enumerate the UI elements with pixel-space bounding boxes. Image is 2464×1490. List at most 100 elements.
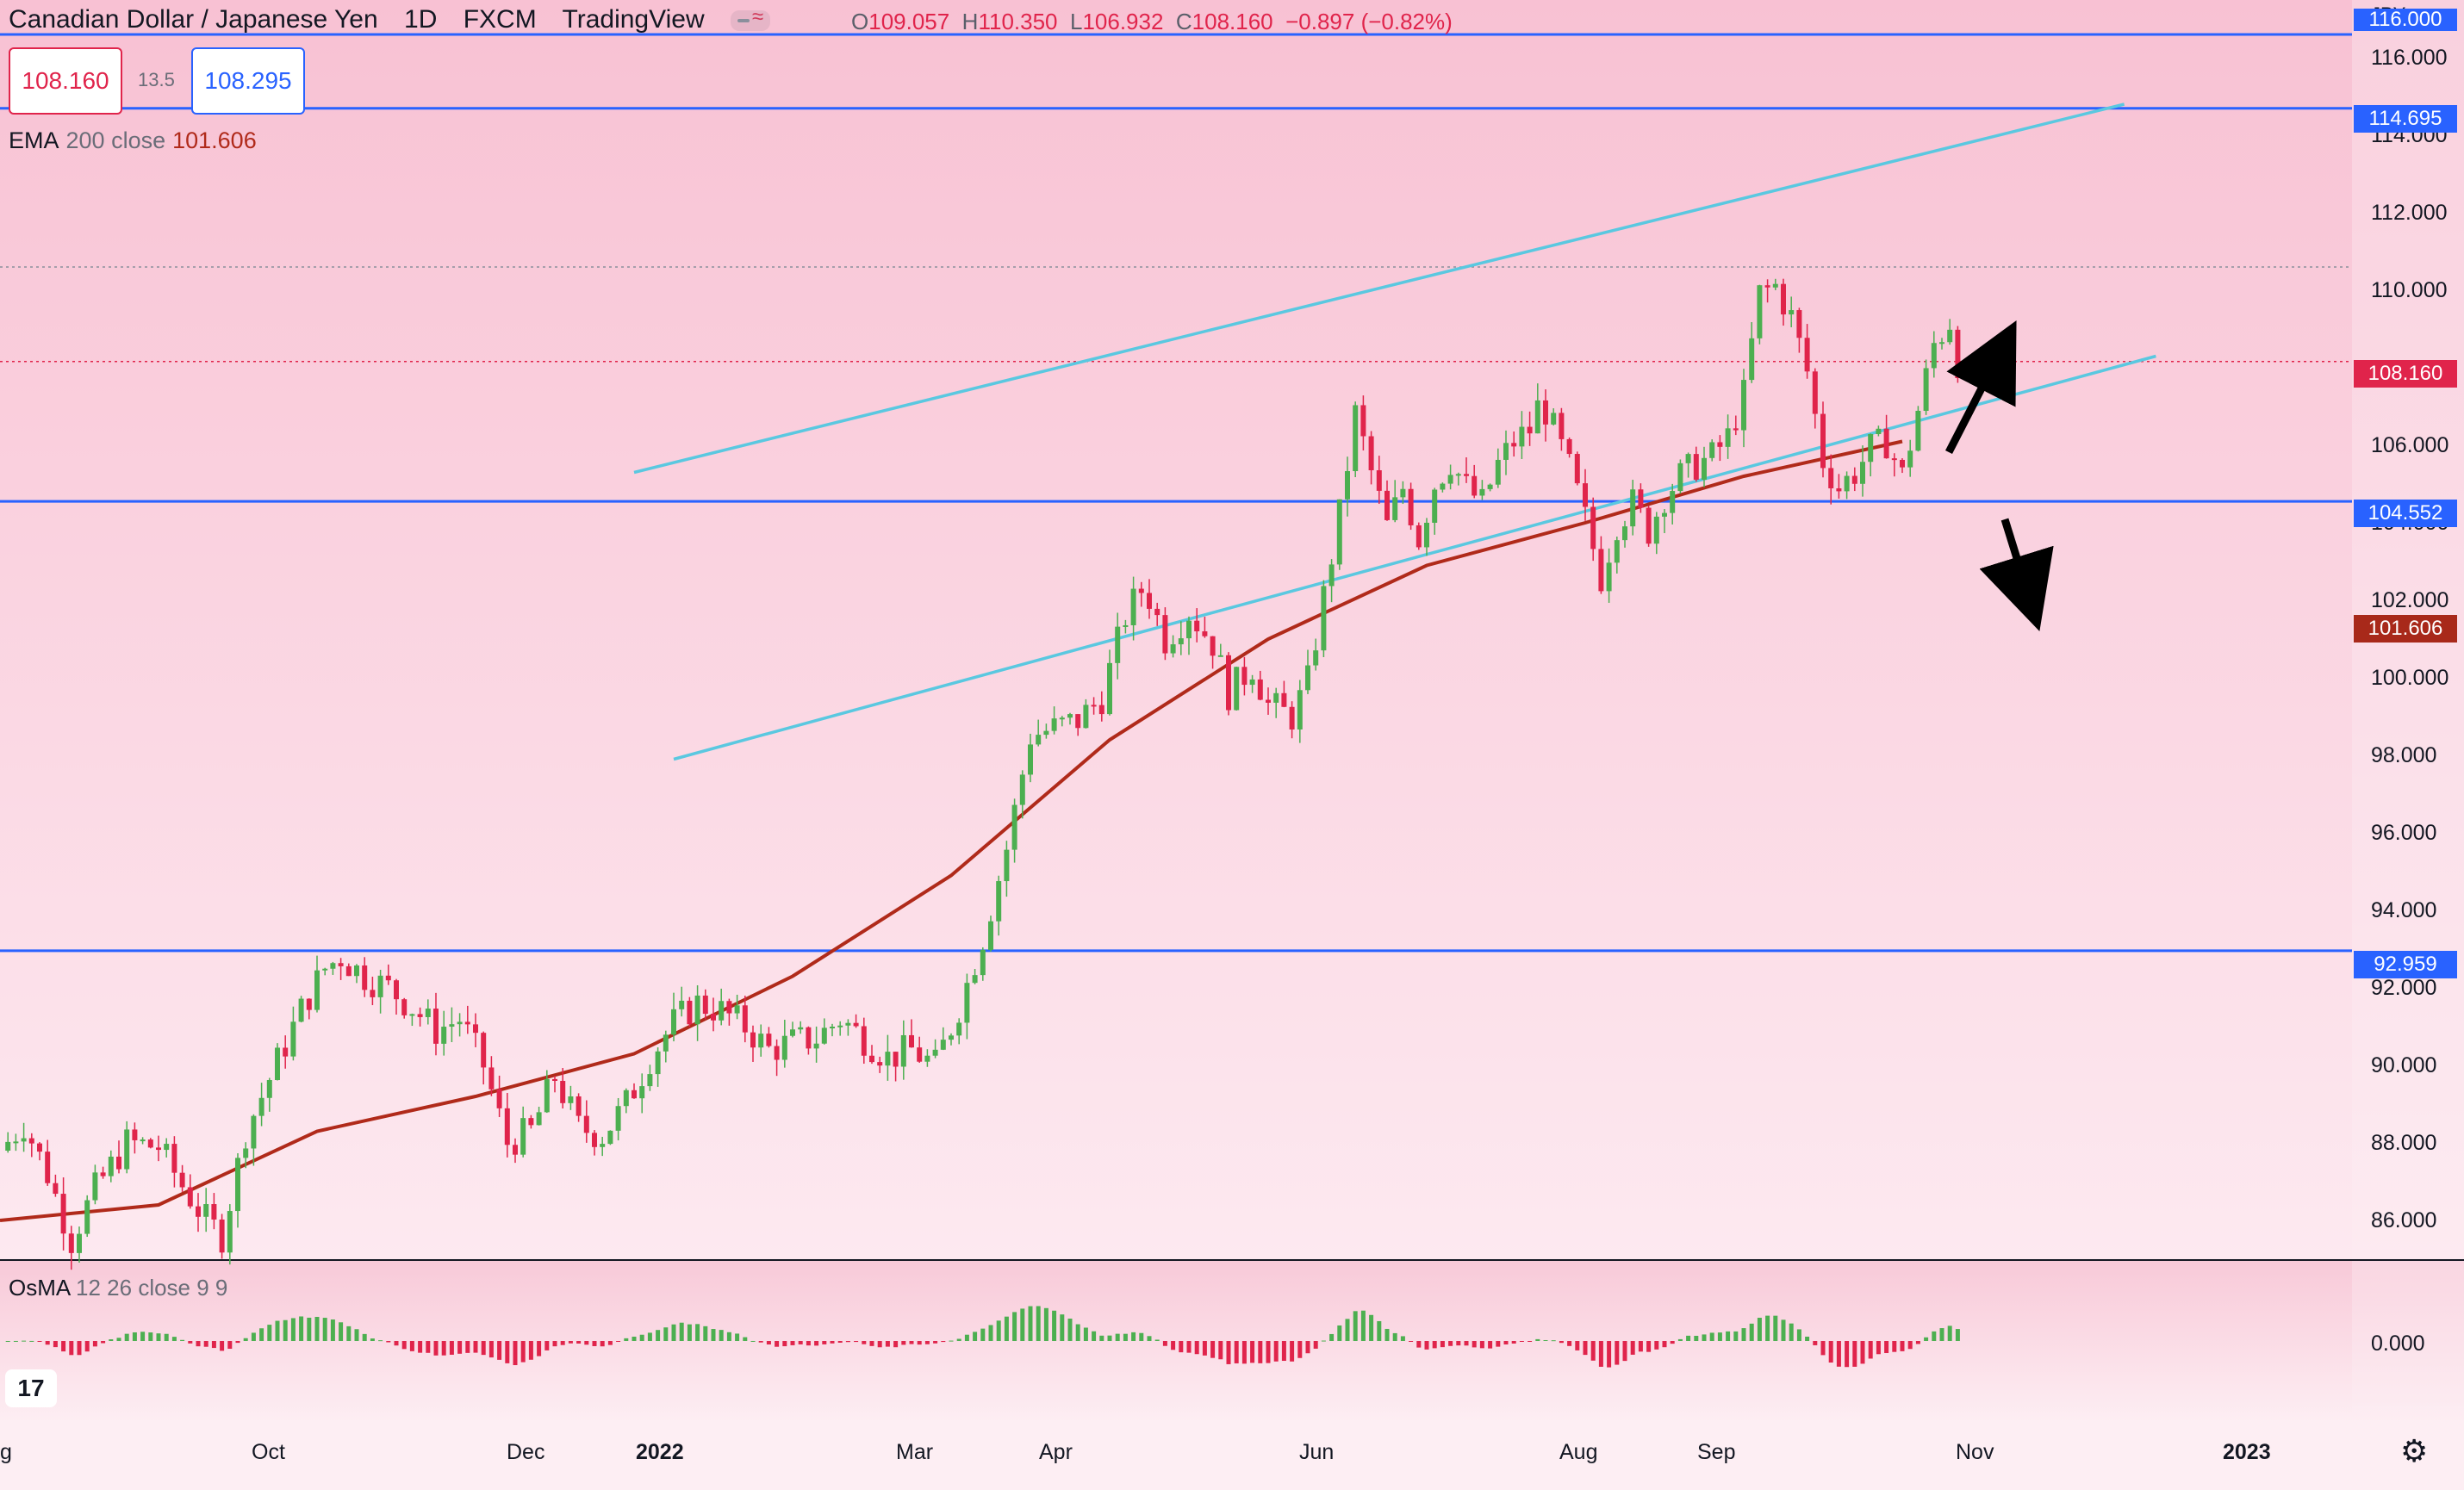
candle-body [1368,436,1374,471]
candle-body [1717,442,1723,447]
candle-body [1075,714,1081,729]
osma-bar [180,1339,185,1341]
candle-body [1107,662,1112,715]
candle-body [1590,506,1596,549]
price-tag-level-104: 104.552 [2354,500,2457,527]
candle-body [1606,562,1612,592]
channel-lower-line[interactable] [673,354,2156,761]
osma-bar [782,1341,787,1347]
price-tag-last: 108.160 [2354,360,2457,388]
osma-bar [307,1317,312,1341]
candle-body [1860,462,1865,484]
candle-body [687,1000,693,1025]
osma-bar [1123,1333,1128,1341]
osma-bar [156,1333,161,1341]
candle-body [798,1027,804,1030]
candle-body [1534,400,1540,434]
osma-bar [481,1341,486,1356]
sell-button[interactable]: 108.160 [9,47,122,115]
osma-bar [576,1341,582,1344]
candle-body [711,1014,716,1021]
candle-body [1551,413,1557,425]
osma-bar [1226,1341,1231,1364]
price-tick-label: 86.000 [2371,1208,2437,1232]
candle-body [473,1024,478,1034]
osma-bar [1250,1341,1255,1363]
candle-body [853,1022,859,1027]
candle-body [1336,499,1342,565]
candle-body [417,1014,423,1017]
osma-bar [227,1341,233,1350]
osma-bar [1907,1341,1913,1350]
candle-body [980,949,986,976]
candle-body [77,1233,82,1253]
osma-bar [624,1338,629,1341]
osma-bar [1092,1331,1097,1341]
osma-bar [1773,1315,1778,1341]
arrow-up-annotation[interactable] [1944,320,2017,455]
osma-legend[interactable]: OsMA 12 26 close 9 9 [9,1275,228,1301]
candle-body [1915,410,1921,451]
price-tag-top: 116.000 [2354,9,2457,31]
candle-body [528,1118,534,1126]
interval-label[interactable]: 1D [404,5,438,34]
candle-body [1281,692,1287,707]
osma-bar [1590,1341,1596,1361]
osma-bar [362,1333,367,1341]
price-tick-label: 110.000 [2371,278,2448,302]
osma-bar [1559,1341,1564,1344]
osma-bar [1179,1341,1184,1353]
osma-bar [1551,1340,1556,1342]
osma-bar [1131,1332,1136,1341]
candle-body [1234,667,1240,711]
time-tick-label: Jun [1299,1440,1335,1464]
candle-body [1685,454,1691,463]
osma-bar [401,1341,407,1350]
candle-body [536,1112,542,1126]
candle-body [219,1219,225,1253]
osma-bar [1662,1341,1667,1348]
osma-bar [1432,1341,1437,1349]
annotation-arrows[interactable] [1944,320,2054,631]
osma-bar [1836,1341,1841,1367]
candle-body [1796,310,1802,338]
symbol-name[interactable]: Canadian Dollar / Japanese Yen [9,5,378,34]
osma-bar [409,1341,414,1351]
candle-body [1519,426,1525,447]
spread-value: 13.5 [138,69,175,90]
osma-bar [346,1325,352,1341]
channel-upper-line[interactable] [633,102,2125,475]
candle-body [1622,526,1627,541]
candle-body [1923,368,1929,411]
time-tick-label: Dec [507,1440,545,1464]
osma-bar [632,1336,637,1341]
osma-bar [1496,1341,1501,1347]
candle-body [45,1152,51,1183]
osma-bar [1290,1341,1295,1362]
osma-bar [1043,1307,1048,1341]
osma-bar [1337,1325,1342,1341]
settings-gear-icon[interactable]: ⚙ [2400,1433,2429,1468]
status-toggle-icon[interactable]: ≈ [730,5,770,32]
osma-bar [1281,1341,1286,1362]
candle-body [544,1078,550,1113]
osma-bar [1813,1341,1818,1345]
candle-body [1345,471,1350,500]
arrow-down-annotation[interactable] [1979,518,2054,631]
ema-legend[interactable]: EMA 200 close 101.606 [9,127,257,153]
chart-header: Canadian Dollar / Japanese Yen 1D FXCM T… [9,5,789,34]
candle-body [1408,488,1414,525]
osma-bar [1171,1341,1176,1350]
candle-body [837,1025,843,1027]
candle-body [1273,692,1279,703]
ascending-channel[interactable] [633,102,2156,761]
candle-body [1328,564,1335,587]
tradingview-logo[interactable]: 17 [5,1369,57,1407]
candle-body [924,1055,930,1062]
osma-bar [1796,1329,1801,1341]
osma-bar [909,1341,914,1344]
buy-button[interactable]: 108.295 [191,47,305,115]
candle-body [1693,454,1699,480]
osma-bar [1543,1339,1548,1341]
